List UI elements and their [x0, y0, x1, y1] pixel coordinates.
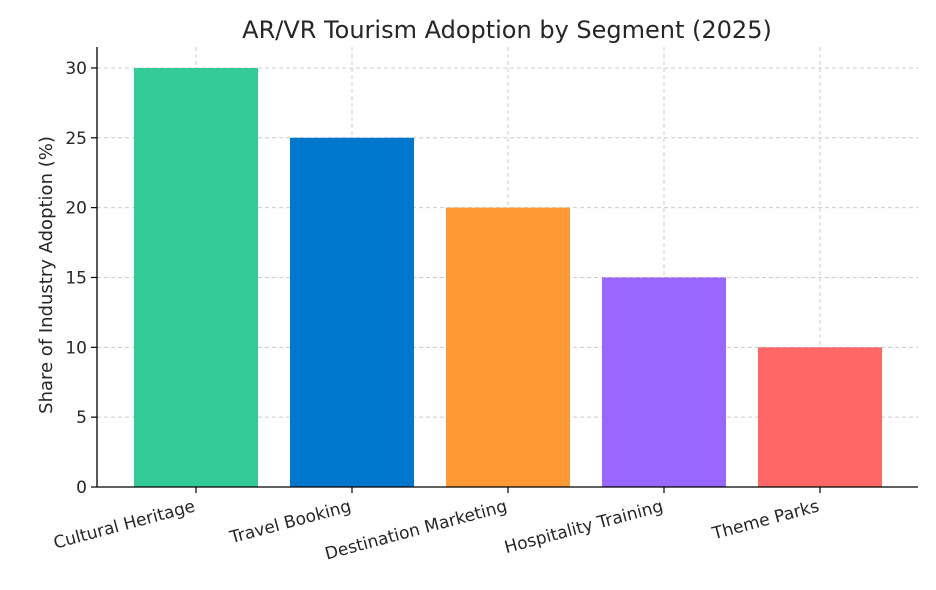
bar — [290, 137, 414, 488]
y-tick-label: 5 — [76, 408, 87, 428]
chart-title: AR/VR Tourism Adoption by Segment (2025) — [242, 16, 772, 44]
bar — [602, 277, 726, 487]
bar — [758, 347, 882, 487]
bar — [446, 207, 570, 487]
x-category-label: Hospitality Training — [502, 497, 665, 559]
x-category-label: Theme Parks — [709, 496, 821, 544]
y-tick-label: 0 — [76, 478, 87, 498]
bar — [134, 67, 258, 487]
x-category-label: Travel Booking — [227, 497, 353, 549]
axis-layer — [91, 47, 918, 493]
bar-layer — [134, 67, 882, 488]
y-tick-label: 30 — [65, 59, 87, 79]
y-tick-label: 20 — [65, 199, 87, 219]
y-tick-label: 10 — [65, 338, 87, 358]
y-tick-label: 15 — [65, 268, 87, 288]
y-tick-label: 25 — [65, 129, 87, 149]
x-category-label: Cultural Heritage — [51, 497, 197, 554]
y-axis-label: Share of Industry Adoption (%) — [36, 136, 57, 414]
